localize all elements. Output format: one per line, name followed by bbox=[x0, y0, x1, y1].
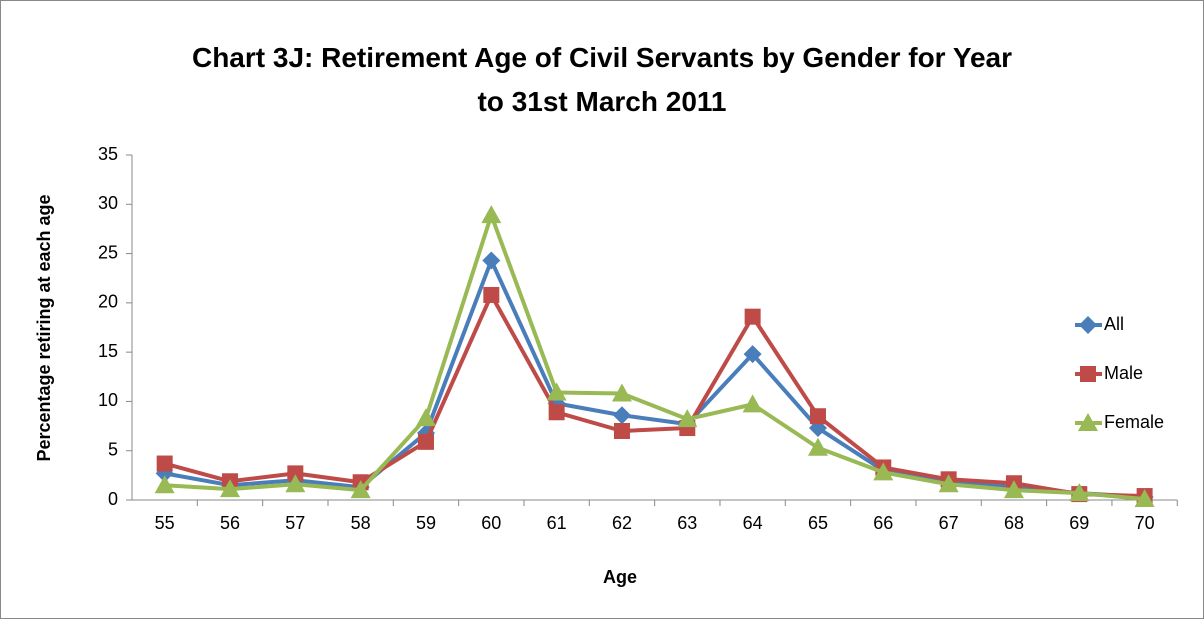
legend-label: Male bbox=[1104, 363, 1143, 383]
marker bbox=[481, 205, 502, 224]
marker bbox=[350, 480, 371, 499]
marker bbox=[938, 474, 959, 493]
series-line bbox=[164, 258, 1145, 500]
marker bbox=[415, 408, 436, 427]
y-tick-label: 10 bbox=[98, 390, 118, 410]
x-tick-label: 63 bbox=[677, 513, 697, 533]
y-tick-label: 30 bbox=[98, 193, 118, 213]
x-tick-label: 62 bbox=[612, 513, 632, 533]
marker bbox=[611, 383, 632, 402]
marker bbox=[156, 455, 173, 472]
legend-label: All bbox=[1104, 314, 1124, 334]
marker bbox=[154, 475, 175, 494]
y-axis-label: Percentage retiring at each age bbox=[34, 194, 54, 461]
x-tick-label: 64 bbox=[743, 513, 763, 533]
y-tick-label: 20 bbox=[98, 292, 118, 312]
marker bbox=[1069, 483, 1090, 502]
x-tick-label: 70 bbox=[1135, 513, 1155, 533]
x-tick-label: 58 bbox=[351, 513, 371, 533]
marker bbox=[613, 423, 630, 439]
marker bbox=[483, 286, 500, 303]
x-tick-label: 57 bbox=[285, 513, 305, 533]
marker bbox=[1003, 480, 1024, 499]
x-tick-label: 68 bbox=[1004, 513, 1024, 533]
marker bbox=[548, 404, 565, 421]
x-tick-label: 67 bbox=[939, 513, 959, 533]
y-tick-label: 5 bbox=[108, 439, 118, 459]
x-tick-label: 69 bbox=[1069, 513, 1089, 533]
y-tick-label: 0 bbox=[108, 489, 118, 509]
x-tick-label: 65 bbox=[808, 513, 828, 533]
marker bbox=[873, 462, 894, 481]
marker bbox=[809, 408, 826, 425]
marker bbox=[219, 479, 240, 498]
x-tick-label: 60 bbox=[481, 513, 501, 533]
series-line bbox=[164, 292, 1145, 499]
x-tick-label: 55 bbox=[155, 513, 175, 533]
marker bbox=[1079, 316, 1097, 334]
marker bbox=[744, 308, 761, 325]
marker bbox=[1078, 413, 1098, 431]
x-tick-label: 56 bbox=[220, 513, 240, 533]
marker bbox=[1134, 489, 1155, 508]
x-tick-label: 66 bbox=[873, 513, 893, 533]
series-line bbox=[164, 213, 1145, 502]
x-tick-label: 59 bbox=[416, 513, 436, 533]
y-tick-label: 15 bbox=[98, 341, 118, 361]
legend-label: Female bbox=[1104, 412, 1164, 432]
marker bbox=[287, 465, 304, 482]
marker bbox=[546, 382, 567, 401]
x-axis-label: Age bbox=[603, 567, 637, 587]
marker bbox=[677, 409, 698, 428]
marker bbox=[1080, 366, 1096, 382]
marker bbox=[482, 251, 501, 270]
marker bbox=[742, 394, 763, 413]
y-tick-label: 25 bbox=[98, 242, 118, 262]
marker bbox=[417, 433, 434, 450]
marker bbox=[612, 406, 631, 425]
chart-title: Chart 3J: Retirement Age of Civil Servan… bbox=[191, 42, 1013, 117]
marker bbox=[807, 437, 828, 456]
marker bbox=[285, 474, 306, 493]
x-tick-label: 61 bbox=[547, 513, 567, 533]
marker bbox=[743, 345, 762, 364]
y-tick-label: 35 bbox=[98, 144, 118, 164]
